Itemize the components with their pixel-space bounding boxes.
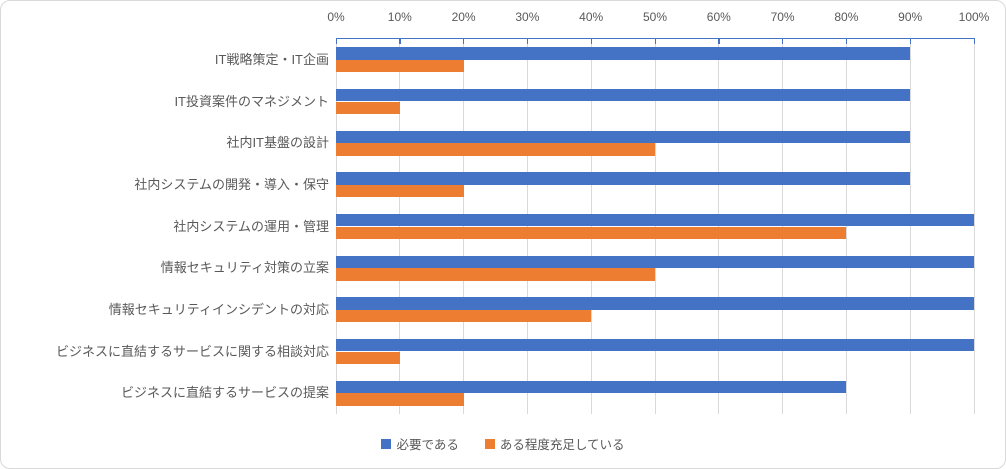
bar-series0-row1 bbox=[336, 89, 911, 102]
category-label: 社内IT基盤の設計 bbox=[226, 135, 329, 151]
bar-series0-row3 bbox=[336, 172, 911, 185]
gridline-90% bbox=[909, 39, 911, 414]
x-axis-tick bbox=[590, 39, 593, 44]
x-axis-tick bbox=[654, 39, 656, 44]
bar-series0-row7 bbox=[336, 339, 974, 352]
x-axis-tick bbox=[526, 39, 529, 44]
category-label: IT投資案件のマネジメント bbox=[174, 93, 329, 109]
axis-tick-label: 20% bbox=[451, 10, 476, 24]
bar-series0-row6 bbox=[336, 297, 974, 310]
x-axis-tick bbox=[399, 39, 401, 44]
x-axis-line bbox=[336, 38, 975, 40]
bar-series1-row1 bbox=[336, 101, 400, 114]
bar-series0-row5 bbox=[336, 255, 974, 269]
bar-series1-row3 bbox=[336, 184, 464, 198]
bar-series0-row4 bbox=[336, 214, 974, 227]
legend-label-satisfied: ある程度充足している bbox=[499, 438, 625, 452]
category-label: 情報セキュリティ対策の立案 bbox=[160, 260, 329, 276]
axis-tick-label: 30% bbox=[515, 10, 540, 24]
bar-series0-row8 bbox=[336, 380, 847, 394]
bar-series1-row0 bbox=[336, 59, 464, 73]
axis-tick-label: 10% bbox=[387, 10, 412, 24]
chart-legend: 必要である ある程度充足している bbox=[1, 434, 1005, 453]
category-label: 情報セキュリティインシデントの対応 bbox=[108, 302, 329, 317]
legend-item-necessary: 必要である bbox=[381, 434, 459, 453]
category-label: 社内システムの運用・管理 bbox=[173, 218, 329, 234]
bar-series1-row7 bbox=[336, 351, 400, 364]
axis-tick-label: 100% bbox=[958, 10, 990, 24]
axis-tick-label: 0% bbox=[327, 10, 345, 24]
x-axis-tick bbox=[718, 39, 720, 44]
legend-swatch-satisfied bbox=[484, 438, 495, 449]
bar-series1-row6 bbox=[336, 309, 592, 323]
legend-swatch-necessary bbox=[381, 438, 392, 449]
x-axis-tick bbox=[782, 39, 784, 44]
legend-label-necessary: 必要である bbox=[396, 438, 459, 452]
category-label: 社内システムの開発・導入・保守 bbox=[134, 177, 329, 192]
x-axis-tick bbox=[463, 39, 465, 44]
axis-tick-label: 50% bbox=[642, 10, 668, 24]
gridline-80% bbox=[845, 39, 847, 414]
bar-series1-row5 bbox=[336, 268, 655, 281]
category-label: ビジネスに直結するサービスの提案 bbox=[120, 385, 329, 401]
category-label: ビジネスに直結するサービスに関する相談対応 bbox=[55, 343, 329, 359]
axis-tick-label: 60% bbox=[706, 10, 731, 24]
x-axis-tick bbox=[973, 39, 975, 44]
bar-series0-row2 bbox=[336, 130, 911, 144]
axis-tick-label: 70% bbox=[770, 10, 795, 24]
axis-tick-label: 80% bbox=[834, 10, 859, 24]
axis-tick-label: 90% bbox=[898, 10, 923, 24]
bar-series0-row0 bbox=[336, 47, 911, 60]
x-axis-tick bbox=[909, 39, 912, 44]
axis-tick-label: 40% bbox=[579, 10, 604, 24]
bar-series1-row4 bbox=[336, 226, 847, 239]
legend-item-satisfied: ある程度充足している bbox=[484, 434, 625, 453]
category-label: IT戦略策定・IT企画 bbox=[214, 52, 329, 67]
x-axis-tick bbox=[845, 39, 848, 44]
gridline-100% bbox=[973, 39, 975, 414]
bar-series1-row2 bbox=[336, 143, 655, 156]
bar-series1-row8 bbox=[336, 393, 464, 406]
x-axis-tick bbox=[335, 39, 337, 44]
